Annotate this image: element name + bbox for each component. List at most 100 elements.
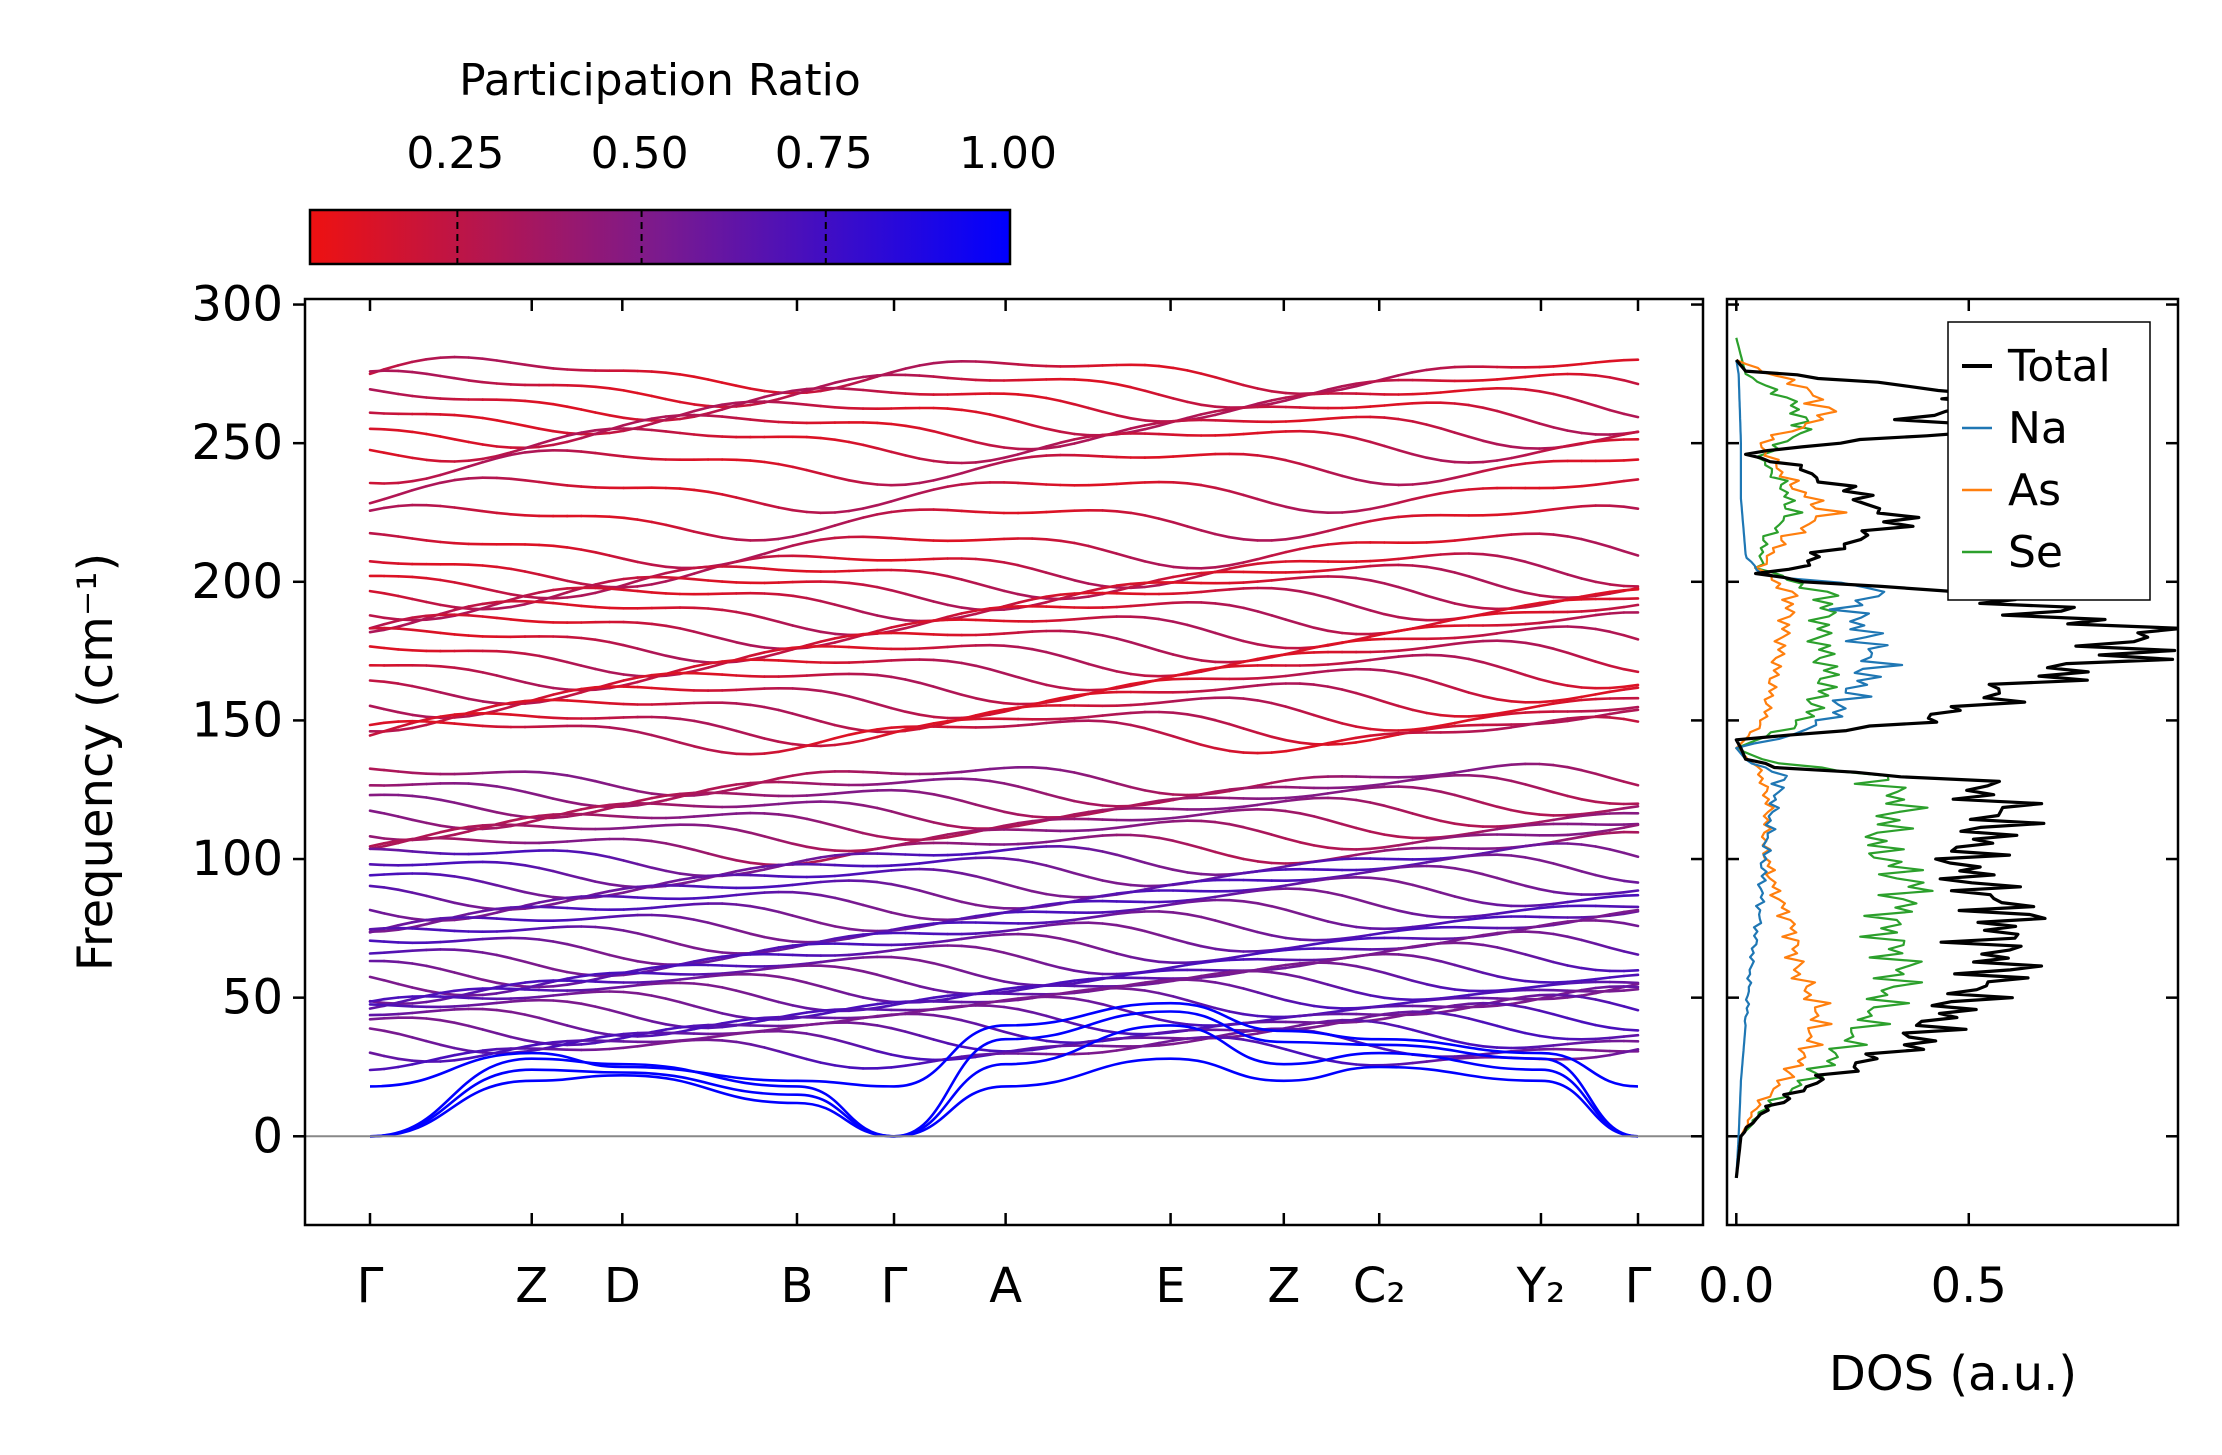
band-segment xyxy=(1242,493,1259,501)
band-segment xyxy=(410,394,428,399)
band-segment xyxy=(1552,816,1569,822)
band-segment xyxy=(1509,977,1527,983)
band-segment xyxy=(1073,378,1090,382)
band-segment xyxy=(1087,691,1104,696)
band-segment xyxy=(1439,598,1457,605)
band-segment xyxy=(467,697,485,703)
band-segment xyxy=(918,984,935,991)
band-segment xyxy=(946,1055,964,1061)
band-segment xyxy=(396,627,414,632)
band-segment xyxy=(1524,621,1541,626)
band-segment xyxy=(1622,987,1640,992)
band-segment xyxy=(1383,655,1400,660)
band-segment xyxy=(819,599,837,606)
band-segment xyxy=(720,560,738,567)
band-segment xyxy=(467,457,485,463)
band-segment xyxy=(1284,777,1302,782)
band-segment xyxy=(819,985,837,992)
band-segment xyxy=(847,440,865,447)
band-segment xyxy=(382,872,400,876)
band-segment xyxy=(1284,651,1302,656)
band-segment xyxy=(1580,1048,1597,1052)
band-segment xyxy=(1129,833,1147,838)
band-segment xyxy=(960,799,978,806)
band-segment xyxy=(1411,999,1428,1004)
band-segment xyxy=(1566,794,1583,801)
band-segment xyxy=(396,783,414,787)
band-segment xyxy=(537,1016,555,1024)
band-segment xyxy=(819,1021,837,1025)
band-segment xyxy=(368,506,386,513)
band-segment xyxy=(1284,738,1302,745)
band-segment xyxy=(467,804,485,811)
band-segment xyxy=(537,866,555,873)
band-segment xyxy=(439,355,456,360)
band-segment xyxy=(608,914,625,919)
band-segment xyxy=(495,605,513,611)
band-segment xyxy=(861,631,879,636)
band-segment xyxy=(509,701,527,709)
band-segment xyxy=(932,1013,949,1019)
band-segment xyxy=(904,779,921,784)
band-segment xyxy=(1045,696,1062,703)
band-segment xyxy=(1030,818,1048,823)
band-segment xyxy=(1059,768,1076,774)
band-segment xyxy=(565,687,583,693)
band-segment xyxy=(1115,881,1133,887)
band-segment xyxy=(1045,441,1062,448)
band-segment xyxy=(523,770,541,774)
band-segment xyxy=(495,983,513,989)
band-segment xyxy=(1143,363,1161,368)
acoustic-branch xyxy=(369,1010,1639,1138)
band-segment xyxy=(495,453,513,460)
legend-box xyxy=(1947,321,2151,601)
band-segment xyxy=(1538,699,1555,704)
band-segment xyxy=(664,565,682,570)
band-segment xyxy=(1439,996,1457,1001)
band-segment xyxy=(1059,796,1076,803)
band-segment xyxy=(1509,808,1527,815)
phonon-band xyxy=(368,919,1640,955)
band-segment xyxy=(1087,808,1104,814)
band-segment xyxy=(523,814,541,820)
band-segment xyxy=(1030,510,1048,515)
band-segment xyxy=(523,1042,541,1048)
band-segment xyxy=(1340,575,1358,580)
band-segment xyxy=(1538,625,1555,630)
band-segment xyxy=(1369,668,1386,672)
band-segment xyxy=(791,914,809,921)
band-segment xyxy=(1425,837,1443,842)
band-segment xyxy=(1467,833,1485,837)
band-segment xyxy=(1256,454,1273,459)
band-segment xyxy=(551,840,569,844)
band-segment xyxy=(481,454,499,461)
band-segment xyxy=(1115,382,1133,389)
band-segment xyxy=(678,902,696,907)
band-segment xyxy=(410,713,428,719)
band-segment xyxy=(1143,958,1161,964)
band-segment xyxy=(664,963,682,968)
band-segment xyxy=(918,681,935,688)
band-segment xyxy=(1087,999,1104,1006)
band-segment xyxy=(932,406,949,410)
legend-label: Na xyxy=(2008,403,2068,454)
band-segment xyxy=(368,614,386,620)
band-segment xyxy=(1397,927,1414,933)
band-segment xyxy=(1199,819,1217,824)
band-segment xyxy=(1467,657,1485,664)
band-segment xyxy=(1524,721,1541,727)
y-axis-label: Frequency (cm⁻¹) xyxy=(68,553,124,971)
band-segment xyxy=(608,803,625,810)
band-segment xyxy=(425,1056,442,1063)
band-segment xyxy=(706,490,724,496)
band-segment xyxy=(875,998,893,1004)
band-segment xyxy=(749,948,766,955)
band-segment xyxy=(1538,813,1555,817)
band-segment xyxy=(664,397,682,404)
band-segment xyxy=(1228,685,1245,690)
band-segment xyxy=(1242,803,1259,809)
band-segment xyxy=(1509,908,1527,914)
band-segment xyxy=(1467,387,1485,392)
band-segment xyxy=(833,800,851,805)
band-segment xyxy=(763,646,780,651)
